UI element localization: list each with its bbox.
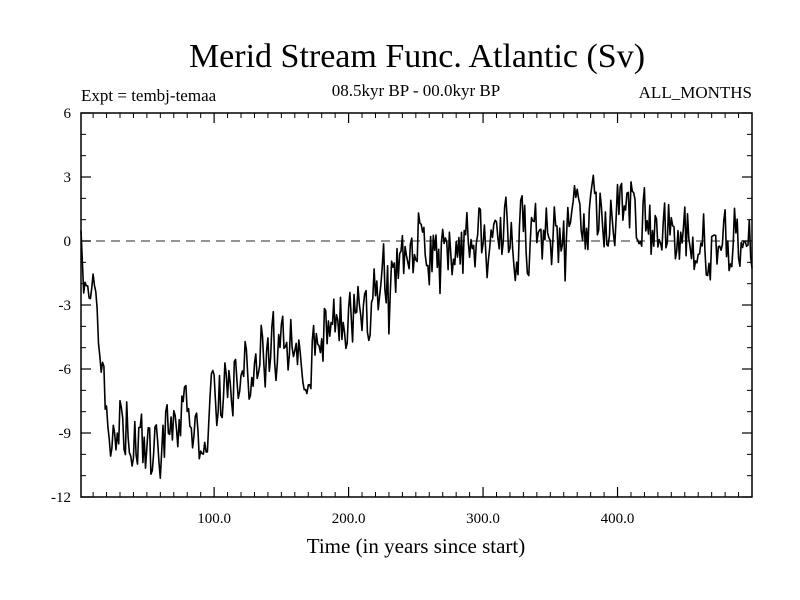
y-tick-label: 3 — [64, 170, 72, 186]
x-tick-label: 300.0 — [466, 511, 500, 527]
x-axis: 100.0 200.0 300.0 400.0 — [92, 113, 740, 527]
y-tick-label: -9 — [59, 426, 72, 442]
months-label: ALL_MONTHS — [639, 83, 752, 102]
x-tick-label: 100.0 — [197, 511, 231, 527]
y-axis: 6 3 0 -3 -6 -9 -12 — [51, 106, 752, 506]
y-tick-label: -3 — [59, 298, 72, 314]
x-tick-label: 200.0 — [332, 511, 366, 527]
y-tick-label: -6 — [59, 362, 72, 378]
y-tick-label: -12 — [51, 490, 71, 506]
x-axis-label: Time (in years since start) — [307, 534, 526, 558]
series-line — [80, 174, 753, 480]
chart-title: Merid Stream Func. Atlantic (Sv) — [189, 38, 645, 75]
experiment-label: Expt = tembj-temaa — [81, 86, 217, 105]
y-tick-label: 6 — [64, 106, 72, 122]
x-tick-label: 400.0 — [601, 511, 635, 527]
plot-area — [80, 112, 753, 498]
plot-frame — [80, 112, 753, 498]
y-tick-label: 0 — [64, 234, 72, 250]
time-range-label: 08.5kyr BP - 00.0kyr BP — [332, 81, 500, 100]
